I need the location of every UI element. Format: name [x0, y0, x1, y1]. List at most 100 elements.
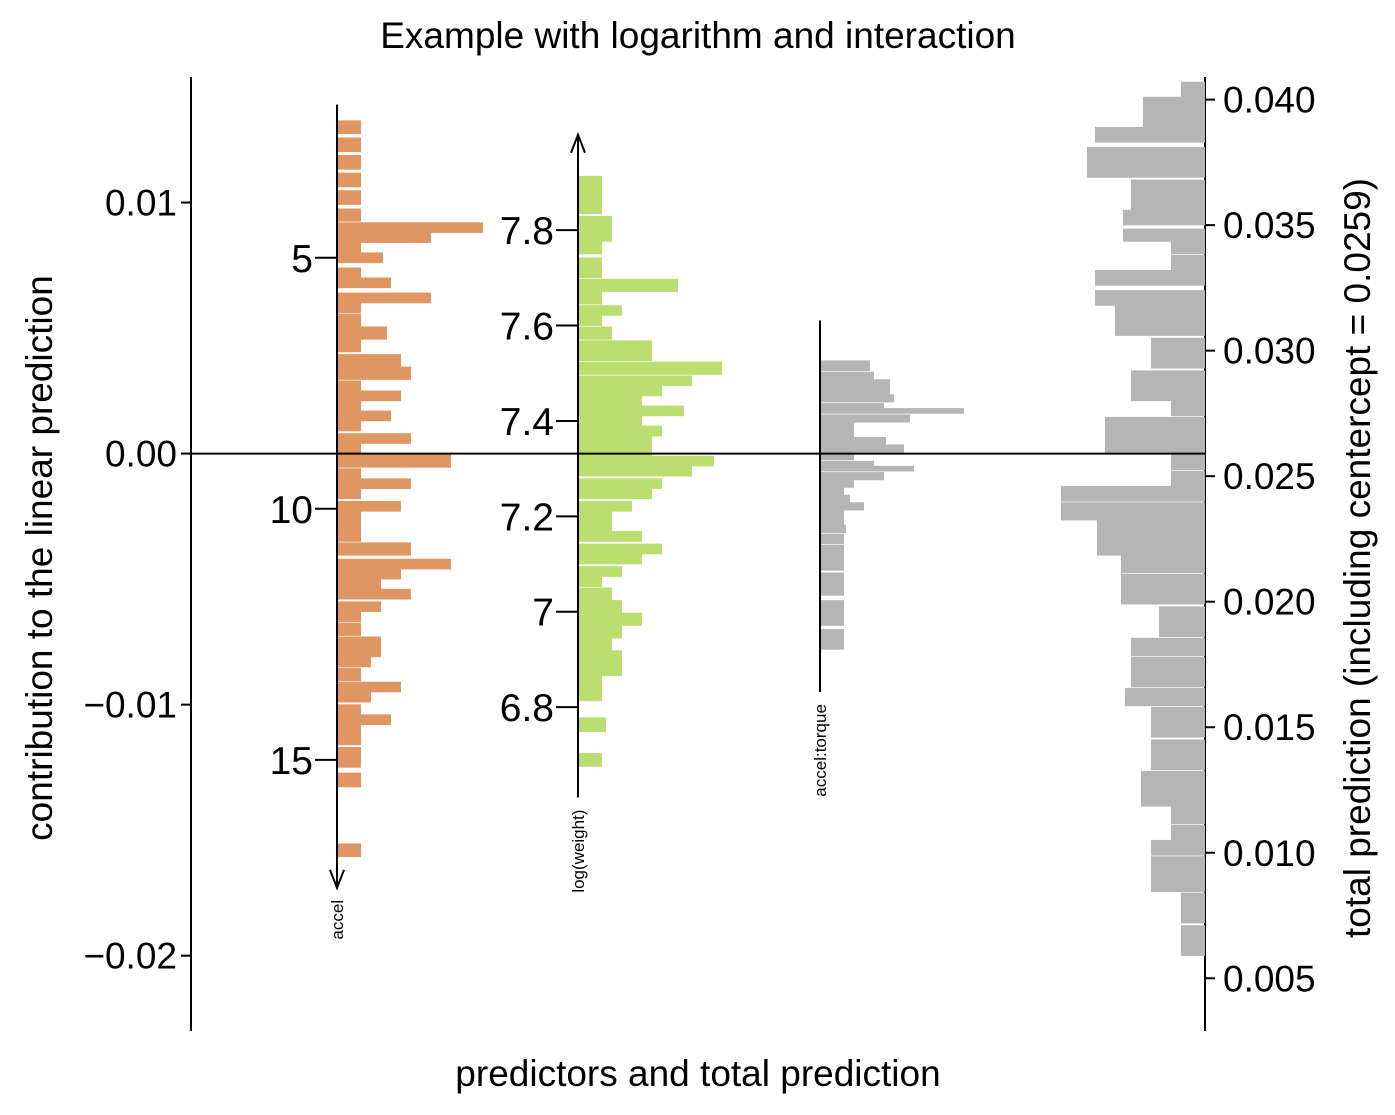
hist-bar-accel — [337, 277, 391, 289]
hist-bar-interaction — [820, 429, 854, 438]
hist-bar-interaction — [820, 524, 846, 533]
hist-bar-log_weight — [578, 415, 642, 427]
hist-bar-interaction — [820, 502, 864, 511]
hist-bar-accel — [337, 267, 361, 279]
hist-bar-total — [1131, 637, 1205, 656]
hist-bar-total — [1131, 370, 1205, 387]
hist-bar-accel — [337, 120, 361, 135]
hist-bar-log_weight — [578, 455, 714, 467]
hist-bar-log_weight — [578, 228, 612, 242]
y-axis-label: contribution to the linear prediction — [19, 275, 60, 841]
hist-bar-accel — [337, 454, 451, 468]
left-axis-tick-label: −0.02 — [83, 936, 177, 977]
hist-bar-total — [1131, 179, 1205, 196]
hist-bar-interaction — [820, 544, 844, 559]
hist-bar-log_weight — [578, 435, 652, 447]
hist-bar-accel — [337, 521, 361, 532]
hist-bar-log_weight — [578, 511, 612, 522]
hist-bar-log_weight — [578, 257, 602, 269]
hist-bar-total — [1123, 228, 1205, 242]
hist-bar-accel — [337, 420, 361, 432]
hist-bar-total — [1181, 940, 1205, 956]
hist-bar-total — [1097, 537, 1205, 556]
predictor-axes: 5 10 15 accel 7.8 7.6 7.4 7.2 7 6.8 log(weight) acc… — [270, 104, 830, 940]
hist-bar-total — [1141, 788, 1205, 807]
right-axis-tick-label: 0.030 — [1223, 331, 1316, 372]
hist-bar-log_weight — [578, 350, 652, 361]
hist-bar-log_weight — [578, 278, 678, 292]
hist-bar-total — [1151, 739, 1205, 756]
hist-bar-log_weight — [578, 425, 662, 437]
hist-bar-log_weight — [578, 478, 662, 490]
hist-bar-interaction — [820, 572, 844, 581]
right-y-axis: 0.005 0.010 0.015 0.020 0.025 0.030 0.035 0.040 — [1204, 77, 1316, 1031]
hist-bar-accel — [337, 433, 411, 444]
predictor-tick-label: 7.2 — [500, 496, 554, 539]
hist-bar-log_weight — [578, 188, 602, 202]
hist-bar-accel — [337, 478, 411, 490]
hist-bar-total — [1141, 770, 1205, 790]
hist-bar-total — [1171, 452, 1205, 471]
hist-bar-total — [1151, 706, 1205, 723]
hist-bar-interaction — [820, 494, 850, 503]
hist-bar-accel — [337, 232, 431, 243]
right-axis-tick-label: 0.015 — [1223, 707, 1316, 748]
hist-bar-log_weight — [578, 500, 632, 512]
hist-bar-accel — [337, 747, 361, 758]
left-y-axis: 0.01 0.00 −0.01 −0.02 — [83, 77, 192, 1031]
hist-bar-accel — [337, 339, 361, 353]
hist-bar-log_weight — [578, 375, 692, 387]
hist-bar-total — [1131, 385, 1205, 402]
hist-bar-accel — [337, 354, 401, 368]
hist-bar-total — [1131, 656, 1205, 673]
hist-bar-log_weight — [578, 291, 602, 305]
hist-bar-accel — [337, 208, 361, 222]
predictor-tick-label: 6.8 — [500, 687, 554, 730]
hist-bar-accel — [337, 326, 387, 340]
hist-bar-total — [1171, 254, 1205, 271]
hist-bar-total — [1105, 434, 1205, 453]
hist-bar-log_weight — [578, 717, 606, 733]
x-axis-label: predictors and total prediction — [455, 1053, 940, 1094]
hist-bar-total — [1171, 806, 1205, 825]
hist-bar-interaction — [820, 460, 874, 467]
hist-bar-log_weight — [578, 521, 612, 532]
hist-bar-accel — [337, 843, 361, 858]
hist-bar-interaction — [820, 587, 844, 596]
hist-bar-accel — [337, 714, 391, 726]
hist-bar-log_weight — [578, 175, 602, 190]
histogram-bars — [337, 81, 1205, 956]
hist-bar-log_weight — [578, 340, 652, 351]
hist-bar-log_weight — [578, 625, 622, 639]
hist-bar-log_weight — [578, 543, 662, 555]
hist-bar-accel — [337, 531, 361, 542]
hist-bar-log_weight — [578, 445, 652, 457]
hist-bar-interaction — [820, 639, 844, 650]
hist-bar-log_weight — [578, 326, 612, 340]
hist-bar-accel — [337, 646, 381, 658]
hist-bar-log_weight — [578, 385, 662, 397]
hist-bar-total — [1151, 839, 1205, 856]
hist-bar-accel — [337, 137, 361, 153]
predictor-tick-label: 15 — [270, 740, 313, 783]
hist-bar-total — [1151, 352, 1205, 369]
predictor-tick-label: 7.8 — [500, 210, 554, 253]
hist-bar-total — [1115, 305, 1205, 321]
hist-bar-total — [1061, 502, 1205, 521]
hist-bar-total — [1095, 290, 1205, 306]
hist-bar-accel — [337, 622, 361, 636]
right-axis-tick-label: 0.040 — [1223, 80, 1316, 121]
hist-bar-accel — [337, 390, 401, 402]
predictor-label-log_weight: log(weight) — [569, 810, 588, 893]
hist-bar-log_weight — [578, 637, 612, 651]
hist-bar-total — [1087, 162, 1205, 178]
hist-bar-log_weight — [578, 267, 602, 279]
hist-bar-accel — [337, 656, 371, 668]
hist-bar-accel — [337, 601, 381, 613]
hist-bar-accel — [337, 302, 361, 314]
hist-bar-interaction — [820, 600, 844, 614]
right-axis-tick-label: 0.025 — [1223, 456, 1316, 497]
hist-bar-log_weight — [578, 553, 642, 565]
hist-bar-total — [1095, 126, 1205, 143]
hist-bar-accel — [337, 380, 361, 392]
